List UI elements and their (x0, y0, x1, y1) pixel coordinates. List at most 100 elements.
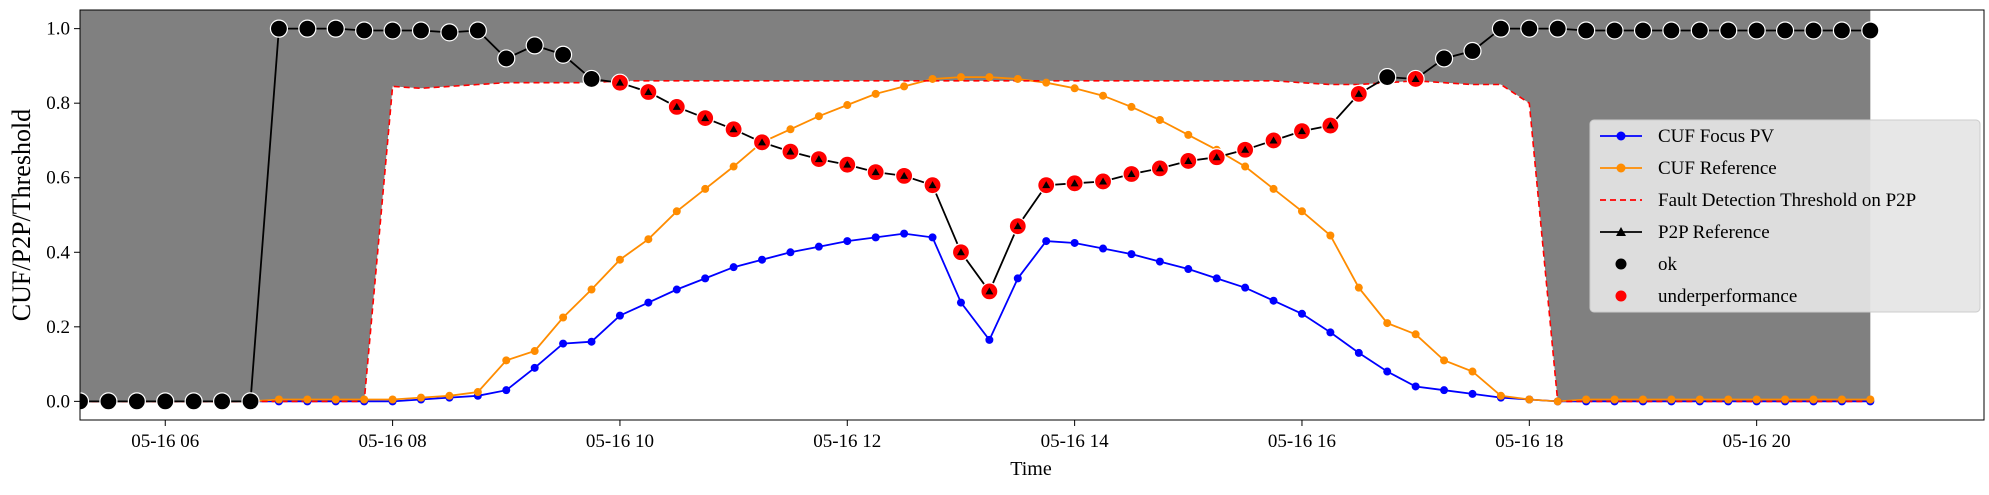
point-cuf-reference (331, 395, 340, 404)
point-p2p-reference (1099, 177, 1108, 185)
x-tick-label: 05-16 14 (1041, 431, 1110, 452)
point-p2p-reference (1184, 156, 1193, 164)
point-cuf-focus-pv (1212, 274, 1221, 283)
point-cuf-reference (1440, 356, 1449, 365)
point-cuf-reference (1127, 102, 1136, 111)
legend-dot-marker (1615, 258, 1627, 270)
legend-dot-marker (1615, 290, 1627, 302)
point-cuf-focus-pv (530, 363, 539, 372)
point-p2p-reference (1752, 26, 1761, 34)
point-cuf-reference (672, 207, 681, 216)
point-p2p-reference (559, 50, 568, 58)
point-cuf-reference (1837, 395, 1846, 404)
point-cuf-reference (1099, 91, 1108, 100)
point-cuf-reference (388, 395, 397, 404)
point-cuf-reference (814, 112, 823, 121)
point-cuf-reference (1297, 207, 1306, 216)
point-p2p-reference (1042, 181, 1051, 189)
plot-frame (79, 9, 1985, 421)
status-marker-ok (80, 392, 90, 411)
point-p2p-reference (1610, 26, 1619, 34)
point-p2p-reference (1354, 89, 1363, 97)
y-tick-label: 0.6 (46, 168, 70, 189)
point-cuf-reference (1781, 395, 1790, 404)
x-axis-label: Time (1010, 458, 1052, 480)
point-cuf-focus-pv (1099, 244, 1108, 253)
point-cuf-reference (928, 74, 937, 83)
point-cuf-reference (956, 73, 965, 82)
point-cuf-reference (1866, 395, 1875, 404)
point-cuf-reference (615, 255, 624, 264)
point-cuf-focus-pv (559, 339, 568, 348)
point-cuf-reference (871, 89, 880, 98)
point-p2p-reference (1638, 26, 1647, 34)
point-cuf-focus-pv (502, 386, 511, 395)
point-cuf-focus-pv (1241, 283, 1250, 292)
shaded-regions (80, 10, 1871, 402)
point-cuf-reference (1070, 84, 1079, 93)
point-cuf-reference (502, 356, 511, 365)
point-cuf-focus-pv (1127, 250, 1136, 259)
point-cuf-focus-pv (644, 298, 653, 307)
point-p2p-reference (473, 26, 482, 34)
point-cuf-reference (900, 82, 909, 91)
x-tick-label: 05-16 20 (1723, 431, 1791, 452)
y-tick-label: 0.8 (46, 93, 70, 114)
point-cuf-reference (1752, 395, 1761, 404)
point-cuf-focus-pv (701, 274, 710, 283)
point-p2p-reference (189, 397, 198, 405)
point-cuf-focus-pv (814, 242, 823, 251)
point-p2p-reference (615, 78, 624, 86)
point-p2p-reference (1212, 153, 1221, 161)
point-p2p-reference (1496, 24, 1505, 32)
point-p2p-reference (445, 28, 454, 36)
point-cuf-focus-pv (900, 229, 909, 238)
point-cuf-focus-pv (1184, 265, 1193, 274)
point-cuf-focus-pv (1042, 237, 1051, 246)
legend-label: CUF Reference (1658, 158, 1777, 179)
point-cuf-reference (1184, 130, 1193, 139)
point-cuf-reference (1411, 330, 1420, 339)
point-cuf-reference (1809, 395, 1818, 404)
point-p2p-reference (331, 24, 340, 32)
legend: CUF Focus PV CUF Reference Fault Detection… (1589, 119, 1981, 313)
y-tick-label: 0.2 (46, 317, 70, 338)
legend-circle-marker (1616, 163, 1626, 173)
point-p2p-reference (417, 26, 426, 34)
point-p2p-reference (360, 26, 369, 34)
point-cuf-reference (587, 285, 596, 294)
point-p2p-reference (1326, 121, 1335, 129)
point-cuf-reference (1354, 283, 1363, 292)
legend-label: P2P Reference (1658, 222, 1770, 243)
point-cuf-reference (1155, 115, 1164, 124)
point-cuf-focus-pv (1468, 389, 1477, 398)
legend-label: CUF Focus PV (1658, 126, 1774, 147)
point-p2p-reference (1013, 222, 1022, 230)
point-p2p-reference (1440, 54, 1449, 62)
point-cuf-reference (1695, 395, 1704, 404)
series-line-fault-detection-threshold-on-p2p (80, 79, 1871, 403)
y-axis-label: CUF/P2P/Threshold (7, 109, 36, 321)
point-cuf-reference (1610, 395, 1619, 404)
point-cuf-focus-pv (1383, 367, 1392, 376)
point-cuf-reference (360, 395, 369, 404)
point-cuf-reference (1468, 367, 1477, 376)
point-cuf-reference (644, 235, 653, 244)
point-cuf-reference (1525, 395, 1534, 404)
point-cuf-reference (1013, 74, 1022, 83)
point-p2p-reference (1269, 136, 1278, 144)
point-cuf-focus-pv (1354, 348, 1363, 357)
point-cuf-reference (1667, 395, 1676, 404)
shaded-region (80, 10, 1871, 402)
point-cuf-focus-pv (1070, 238, 1079, 247)
point-p2p-reference (1695, 26, 1704, 34)
point-cuf-reference (274, 395, 283, 404)
point-p2p-reference (303, 24, 312, 32)
point-p2p-reference (1525, 24, 1534, 32)
point-p2p-reference (274, 24, 283, 32)
point-p2p-reference (871, 168, 880, 176)
point-p2p-reference (104, 397, 113, 405)
point-p2p-reference (1837, 26, 1846, 34)
